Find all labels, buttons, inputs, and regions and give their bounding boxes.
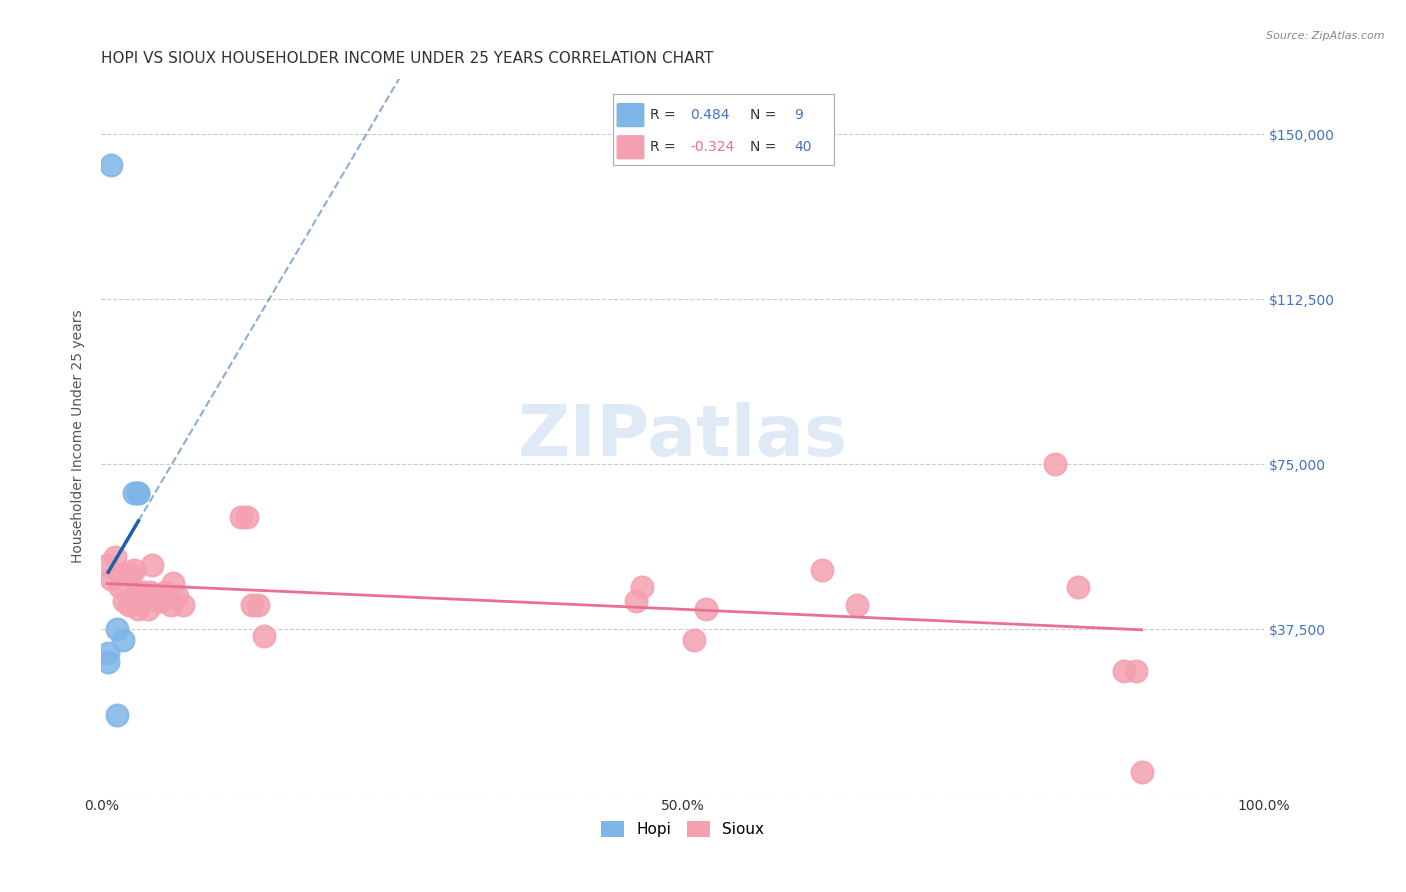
Point <box>1130 764 1153 779</box>
Point <box>153 584 176 599</box>
Point <box>97 646 120 660</box>
Point <box>1043 457 1066 471</box>
Point <box>100 572 122 586</box>
Point <box>166 589 188 603</box>
Point <box>112 633 135 648</box>
Point <box>96 558 118 573</box>
Point <box>139 584 162 599</box>
Point <box>107 707 129 722</box>
Point <box>100 158 122 172</box>
Point <box>127 485 149 500</box>
Point <box>150 593 173 607</box>
Point <box>172 598 194 612</box>
Point <box>97 655 120 669</box>
Point <box>132 584 155 599</box>
Point <box>146 589 169 603</box>
Point <box>846 598 869 612</box>
Legend: Hopi, Sioux: Hopi, Sioux <box>595 815 770 844</box>
Point <box>247 598 270 612</box>
Point <box>127 602 149 616</box>
Point <box>624 593 647 607</box>
Point <box>120 567 142 582</box>
Point <box>1114 664 1136 678</box>
Point <box>104 549 127 564</box>
Point <box>108 580 131 594</box>
Point <box>141 558 163 573</box>
Point <box>240 598 263 612</box>
Text: Source: ZipAtlas.com: Source: ZipAtlas.com <box>1267 31 1385 41</box>
Point <box>125 584 148 599</box>
Point <box>160 598 183 612</box>
Point <box>122 563 145 577</box>
Y-axis label: Householder Income Under 25 years: Householder Income Under 25 years <box>72 310 86 564</box>
Point <box>122 485 145 500</box>
Point <box>1125 664 1147 678</box>
Point <box>253 629 276 643</box>
Text: ZIPatlas: ZIPatlas <box>517 402 848 471</box>
Point <box>162 575 184 590</box>
Point <box>1067 580 1090 594</box>
Point <box>108 567 131 582</box>
Point <box>235 510 257 524</box>
Point <box>129 593 152 607</box>
Point <box>229 510 252 524</box>
Point <box>811 563 834 577</box>
Point <box>107 622 129 636</box>
Text: HOPI VS SIOUX HOUSEHOLDER INCOME UNDER 25 YEARS CORRELATION CHART: HOPI VS SIOUX HOUSEHOLDER INCOME UNDER 2… <box>101 51 714 66</box>
Point <box>127 485 149 500</box>
Point <box>114 593 136 607</box>
Point <box>695 602 717 616</box>
Point <box>631 580 654 594</box>
Point <box>148 593 170 607</box>
Point <box>118 598 141 612</box>
Point <box>136 602 159 616</box>
Point <box>683 633 706 648</box>
